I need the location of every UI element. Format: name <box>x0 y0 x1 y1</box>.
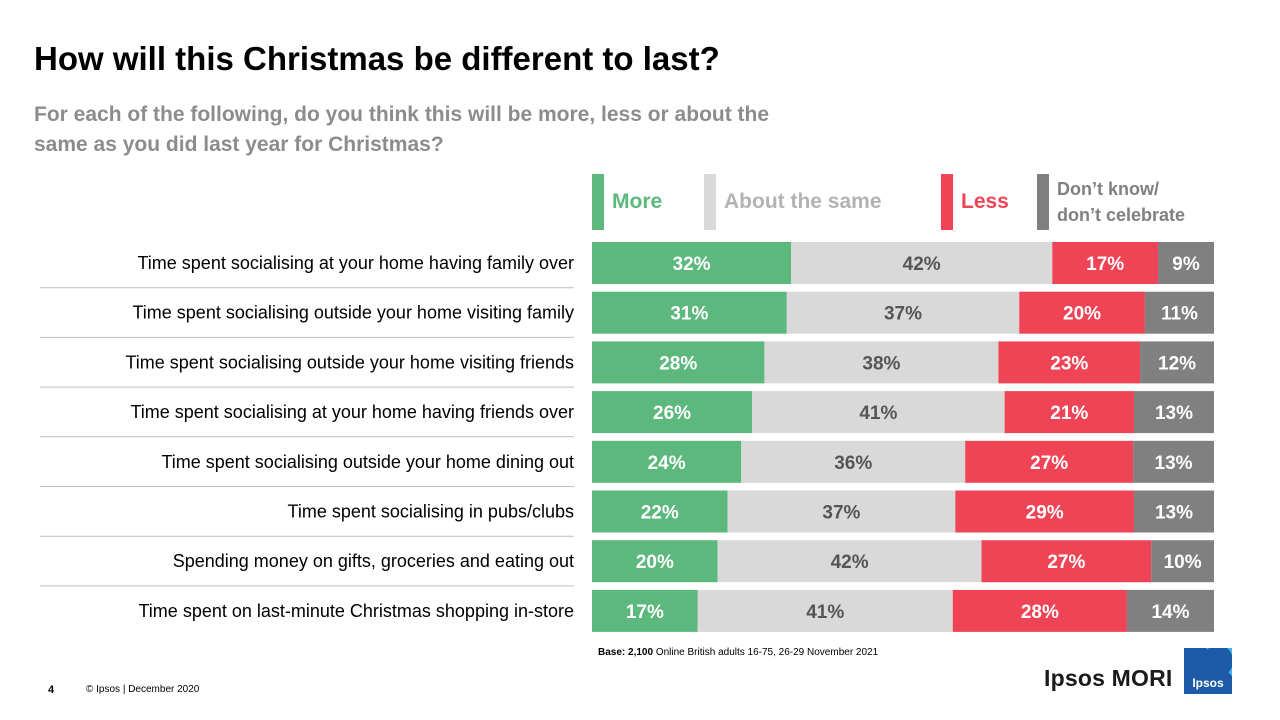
bar-same <box>786 291 1020 334</box>
legend-item-more: More <box>592 174 662 230</box>
bar-same <box>752 391 1005 434</box>
bar-more <box>592 391 753 434</box>
page-title: How will this Christmas be different to … <box>34 40 720 77</box>
bar-dk <box>1140 341 1214 384</box>
legend-swatch-less <box>941 174 953 230</box>
page-subtitle: For each of the following, do you think … <box>34 103 770 156</box>
bar-label-dk: 13% <box>1155 453 1193 474</box>
bar-dk <box>1133 391 1214 434</box>
bar-label-same: 41% <box>859 403 897 424</box>
bar-label-more: 17% <box>626 602 664 623</box>
legend-label-less: Less <box>961 190 1009 213</box>
bar-label-more: 24% <box>648 453 686 474</box>
bar-label-same: 37% <box>884 304 922 325</box>
row-label: Time spent socialising outside your home… <box>132 303 574 323</box>
bar-less <box>1004 391 1134 434</box>
legend-item-same: About the same <box>704 174 882 230</box>
bar-label-dk: 12% <box>1158 353 1196 374</box>
bar-dk <box>1126 589 1214 632</box>
bar-label-less: 23% <box>1050 353 1088 374</box>
bar-less <box>1052 242 1159 284</box>
bar-more <box>592 341 765 384</box>
row-label: Spending money on gifts, groceries and e… <box>173 551 574 571</box>
base-note-label: Base: 2,100 <box>598 647 654 658</box>
legend-swatch-dont-know <box>1037 174 1049 230</box>
bar-more <box>592 242 792 284</box>
bar-label-same: 38% <box>862 353 900 374</box>
bar-more <box>592 440 742 483</box>
bar-label-more: 22% <box>641 503 679 524</box>
ipsos-logo: Ipsos <box>1184 648 1232 694</box>
row-label: Time spent socialising outside your home… <box>161 452 574 472</box>
bar-label-more: 31% <box>670 304 708 325</box>
legend-label-same: About the same <box>724 190 882 213</box>
bar-label-same: 41% <box>806 602 844 623</box>
bar-dk <box>1133 490 1214 533</box>
bar-less <box>1019 291 1145 334</box>
bar-label-less: 28% <box>1021 602 1059 623</box>
page-number: 4 <box>48 684 55 696</box>
legend-label-more: More <box>612 190 663 213</box>
bar-less <box>965 440 1134 483</box>
bar-dk <box>1158 242 1214 284</box>
bar-label-same: 42% <box>831 552 869 573</box>
bar-label-dk: 10% <box>1164 552 1202 573</box>
bar-label-less: 20% <box>1063 304 1101 325</box>
bar-more <box>592 490 728 533</box>
bar-same <box>741 440 966 483</box>
legend-swatch-same <box>704 174 716 230</box>
brand-name: Ipsos MORI <box>1044 665 1173 691</box>
bar-dk <box>1133 440 1214 483</box>
legend-swatch-more <box>592 174 604 230</box>
row-label: Time spent socialising at your home havi… <box>130 402 574 422</box>
bar-label-same: 37% <box>822 503 860 524</box>
legend-label-dont-know: Don’t know/ don’t celebrate <box>1057 176 1185 228</box>
bar-label-less: 27% <box>1030 453 1068 474</box>
bar-less <box>998 341 1141 384</box>
bar-same <box>727 490 956 533</box>
bar-dk <box>1151 540 1214 583</box>
footer-copyright: © Ipsos | December 2020 <box>86 684 200 695</box>
bar-label-same: 42% <box>903 254 941 275</box>
bar-label-more: 20% <box>636 552 674 573</box>
row-label: Time spent on last-minute Christmas shop… <box>138 601 574 621</box>
bar-less <box>952 589 1127 632</box>
bar-more <box>592 540 718 583</box>
bar-less <box>981 540 1152 583</box>
bar-same <box>791 242 1053 284</box>
bar-less <box>955 490 1134 533</box>
bar-same <box>717 540 982 583</box>
bar-label-dk: 13% <box>1155 503 1193 524</box>
bar-label-less: 21% <box>1050 403 1088 424</box>
row-label: Time spent socialising in pubs/clubs <box>288 502 574 522</box>
bar-label-dk: 11% <box>1161 304 1198 325</box>
row-label: Time spent socialising at your home havi… <box>137 253 574 273</box>
bar-more <box>592 291 787 334</box>
bar-same <box>697 589 953 632</box>
legend-item-less: Less <box>941 174 1009 230</box>
bar-label-dk: 9% <box>1172 254 1200 275</box>
logo-text: Ipsos <box>1192 676 1224 690</box>
bar-label-more: 26% <box>653 403 691 424</box>
bar-more <box>592 589 698 632</box>
row-label: Time spent socialising outside your home… <box>125 352 574 372</box>
legend-label-dont-know-line1: Don’t know/ <box>1057 179 1159 199</box>
bar-label-same: 36% <box>834 453 872 474</box>
bar-label-more: 32% <box>673 254 711 275</box>
base-note-text: Online British adults 16-75, 26-29 Novem… <box>653 647 879 658</box>
bar-label-dk: 14% <box>1151 602 1189 623</box>
bar-label-less: 27% <box>1047 552 1085 573</box>
bar-label-less: 17% <box>1086 254 1124 275</box>
bar-label-more: 28% <box>659 353 697 374</box>
bar-same <box>764 341 999 384</box>
bar-dk <box>1144 291 1214 334</box>
legend-label-dont-know-line2: don’t celebrate <box>1057 205 1186 225</box>
bar-label-dk: 13% <box>1155 403 1193 424</box>
base-note: Base: 2,100 Online British adults 16-75,… <box>598 647 878 658</box>
legend-item-dont-know: Don’t know/ don’t celebrate <box>1037 174 1185 230</box>
bar-label-less: 29% <box>1026 503 1064 524</box>
